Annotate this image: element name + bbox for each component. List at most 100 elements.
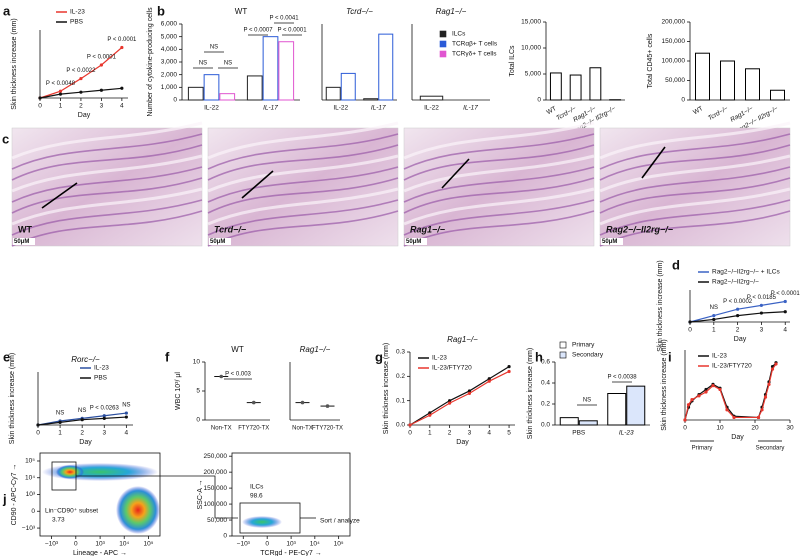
x-tick-label: IL-22 <box>424 105 439 112</box>
point <box>99 63 103 67</box>
annotation: Secondary <box>756 446 785 452</box>
x-axis-label: Day <box>731 434 744 441</box>
gate-label: Sort / analyze <box>320 518 360 525</box>
point <box>58 420 62 424</box>
legend-label: IL-23 <box>712 353 727 360</box>
point <box>467 391 472 395</box>
x-tick-label: 1 <box>428 430 432 437</box>
tissue-layer <box>11 166 203 203</box>
tissue-layer <box>207 166 399 203</box>
x-tick-label: 10³ <box>286 541 296 548</box>
x-tick-label: 2 <box>736 327 740 334</box>
y-tick-label: 150,000 <box>662 38 686 45</box>
legend-swatch <box>439 30 447 38</box>
panel-letter: i <box>668 349 672 364</box>
tissue-image <box>11 127 203 247</box>
point <box>690 398 694 402</box>
annotation: P < 0.0263 <box>90 405 120 411</box>
tissue-layer <box>11 177 203 214</box>
x-tick-label: 3 <box>468 430 472 437</box>
point <box>767 382 771 386</box>
y-tick-label: 6,000 <box>161 21 178 28</box>
bar <box>626 385 646 426</box>
y-tick-label: 0.0 <box>396 422 405 429</box>
x-tick-label: 0 <box>74 541 78 548</box>
annotation: P < 0.0002 <box>723 299 753 305</box>
annotation: NS <box>710 305 718 311</box>
tissue-layer <box>403 177 595 214</box>
x-tick-label: 3 <box>100 103 104 110</box>
legend-swatch <box>559 351 567 359</box>
bar <box>578 420 598 426</box>
bar <box>340 72 356 101</box>
scale-bar-bg <box>13 238 35 245</box>
point <box>448 399 452 403</box>
point <box>759 311 764 315</box>
tissue-layer <box>11 154 203 193</box>
point <box>712 314 716 318</box>
bar <box>695 52 710 101</box>
y-axis-label: Skin thickness increase (mm) <box>657 260 664 351</box>
tissue-layer <box>11 144 203 181</box>
y-tick-label: 3,000 <box>161 59 178 66</box>
bar <box>607 393 627 426</box>
point <box>697 394 701 398</box>
tissue-layer <box>11 121 203 160</box>
x-tick-label: 1 <box>712 327 716 334</box>
bar <box>363 98 379 101</box>
point <box>124 415 128 419</box>
genotype-label: Rag1−/− <box>410 224 446 234</box>
y-tick-label: 5,000 <box>161 33 178 40</box>
panel-letter: b <box>157 3 165 18</box>
x-tick-label: 0 <box>408 430 412 437</box>
x-tick-label: IL-17 <box>463 105 478 112</box>
point <box>759 303 764 307</box>
bar <box>219 93 236 101</box>
bar <box>559 417 579 426</box>
point <box>102 416 106 420</box>
point <box>467 389 472 393</box>
tissue-layer <box>599 144 791 181</box>
y-axis-label: CD90 - APC-Cy7 → <box>11 464 18 526</box>
y-tick-label: −10³ <box>22 525 36 532</box>
bar <box>419 95 444 101</box>
y-tick-label: 1,000 <box>161 84 178 91</box>
legend-label: Rag2−/−Il2rg−/− + ILCs <box>712 269 781 276</box>
x-tick-label: 4 <box>783 327 787 334</box>
y-axis-label: Skin thickness increase (mm) <box>11 18 18 109</box>
gate-label: Lin⁻CD90⁺ subset <box>45 508 98 515</box>
legend-label: Secondary <box>572 352 604 359</box>
chart-title: WT <box>235 7 248 16</box>
bar <box>246 75 263 101</box>
tissue-layer <box>207 121 399 160</box>
tissue-layer <box>599 199 791 236</box>
point <box>79 76 83 81</box>
y-tick-label: 0 <box>196 417 200 424</box>
annotation: P < 0.0041 <box>269 16 299 22</box>
y-axis-label: Total CD45+ cells <box>647 33 654 88</box>
annotation: NS <box>583 398 591 404</box>
y-tick-label: 50,000 <box>207 517 227 524</box>
x-tick-label: FTY720-TX <box>238 426 269 432</box>
gate-arrow <box>76 475 238 519</box>
panel-letter: e <box>3 349 10 364</box>
x-axis-label: TCRgd - PE-Cy7 → <box>260 550 321 556</box>
x-tick-label: 3 <box>102 430 106 437</box>
y-tick-label: 15,000 <box>521 19 541 26</box>
y-tick-label: 0 <box>223 533 227 540</box>
y-axis-label: Skin thickness increase (mm) <box>9 353 16 444</box>
tissue-layer <box>599 177 791 214</box>
density <box>56 465 84 479</box>
tissue-layer <box>599 154 791 193</box>
y-tick-label: 0 <box>31 508 35 515</box>
panel-letter: h <box>535 349 543 364</box>
gate-label: 3.73 <box>52 517 65 524</box>
bar <box>569 74 582 101</box>
y-tick-label: 0.1 <box>396 397 405 404</box>
annotation: Primary <box>692 446 713 452</box>
legend-label: PBS <box>70 19 84 26</box>
y-tick-label: 0 <box>173 97 177 104</box>
point <box>219 374 224 379</box>
x-tick-label: 2 <box>80 430 84 437</box>
bar <box>325 86 341 101</box>
